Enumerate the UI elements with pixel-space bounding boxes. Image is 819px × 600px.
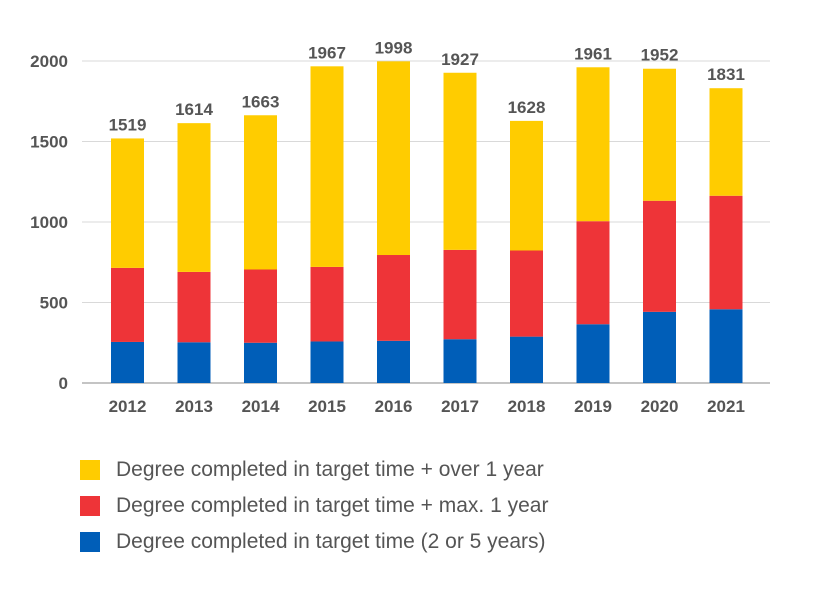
bar-segment-2012-2 — [111, 138, 144, 268]
y-tick-label: 1500 — [30, 133, 68, 152]
bar-segment-2014-2 — [244, 115, 277, 270]
total-label-2020: 1952 — [641, 46, 679, 65]
bar-segment-2019-0 — [576, 324, 610, 383]
total-label-2016: 1998 — [375, 38, 413, 57]
bar-segment-2017-1 — [443, 249, 477, 340]
bar-segment-2013-2 — [177, 123, 211, 272]
bar-segment-2021-0 — [709, 309, 743, 383]
bars — [111, 61, 743, 383]
bar-segment-2014-0 — [244, 342, 277, 383]
total-label-2018: 1628 — [508, 98, 546, 117]
total-label-2015: 1967 — [308, 43, 346, 62]
x-tick-label-2012: 2012 — [109, 397, 147, 416]
total-labels: 1519 1614 1663 1967 1998 1927 1628 1961 1952 1831 — [109, 38, 745, 134]
bar-segment-2016-2 — [377, 61, 410, 256]
total-label-2017: 1927 — [441, 50, 479, 69]
bar-segment-2013-1 — [177, 271, 211, 343]
x-axis-ticks: 2012 2013 2014 2015 2016 2017 2018 2019 2020 2021 — [109, 397, 745, 416]
bar-segment-2021-2 — [709, 88, 743, 196]
total-label-2013: 1614 — [175, 100, 213, 119]
total-label-2014: 1663 — [242, 92, 280, 111]
bar-segment-2015-0 — [310, 341, 344, 383]
bar-segment-2017-2 — [443, 72, 477, 250]
y-tick-label: 0 — [59, 374, 68, 393]
legend-swatch-over-1-year — [80, 460, 100, 480]
x-tick-label-2019: 2019 — [574, 397, 612, 416]
bar-segment-2019-2 — [576, 67, 610, 222]
bar-segment-2014-1 — [244, 269, 277, 343]
legend-label-max-1-year: Degree completed in target time + max. 1… — [116, 494, 549, 517]
x-tick-label-2020: 2020 — [641, 397, 679, 416]
bar-segment-2012-0 — [111, 341, 144, 383]
total-label-2021: 1831 — [707, 65, 745, 84]
bar-segment-2018-2 — [510, 120, 543, 251]
legend-item-target-time: Degree completed in target time (2 or 5 … — [80, 524, 548, 560]
bar-segment-2016-1 — [377, 255, 410, 341]
bar-segment-2018-1 — [510, 250, 543, 337]
bar-segment-2017-0 — [443, 339, 477, 383]
legend-item-over-1-year: Degree completed in target time + over 1… — [80, 452, 548, 488]
x-tick-label-2018: 2018 — [508, 397, 546, 416]
bar-segment-2019-1 — [576, 221, 610, 325]
x-tick-label-2015: 2015 — [308, 397, 346, 416]
x-tick-label-2021: 2021 — [707, 397, 745, 416]
bar-segment-2016-0 — [377, 340, 410, 383]
y-tick-label: 1000 — [30, 213, 68, 232]
bar-segment-2020-1 — [643, 200, 676, 312]
total-label-2019: 1961 — [574, 44, 612, 63]
x-tick-label-2016: 2016 — [375, 397, 413, 416]
legend-label-target-time: Degree completed in target time (2 or 5 … — [116, 530, 546, 553]
x-tick-label-2013: 2013 — [175, 397, 213, 416]
bar-segment-2015-2 — [310, 66, 344, 267]
legend: Degree completed in target time + over 1… — [80, 452, 548, 560]
legend-label-over-1-year: Degree completed in target time + over 1… — [116, 458, 544, 481]
x-tick-label-2017: 2017 — [441, 397, 479, 416]
bar-segment-2015-1 — [310, 266, 344, 342]
y-tick-label: 500 — [40, 294, 68, 313]
bar-segment-2020-0 — [643, 311, 676, 383]
y-axis-ticks: 0 500 1000 1500 2000 — [30, 52, 68, 393]
total-label-2012: 1519 — [109, 115, 147, 134]
legend-swatch-target-time — [80, 532, 100, 552]
bar-segment-2013-0 — [177, 342, 211, 383]
bar-segment-2021-1 — [709, 195, 743, 310]
x-tick-label-2014: 2014 — [242, 397, 280, 416]
bar-segment-2012-1 — [111, 267, 144, 342]
stacked-bar-chart: 0 500 1000 1500 2000 1519 1614 1663 1967 1998 192… — [30, 38, 770, 416]
bar-segment-2018-0 — [510, 336, 543, 383]
legend-swatch-max-1-year — [80, 496, 100, 516]
legend-item-max-1-year: Degree completed in target time + max. 1… — [80, 488, 548, 524]
y-tick-label: 2000 — [30, 52, 68, 71]
bar-segment-2020-2 — [643, 68, 676, 201]
